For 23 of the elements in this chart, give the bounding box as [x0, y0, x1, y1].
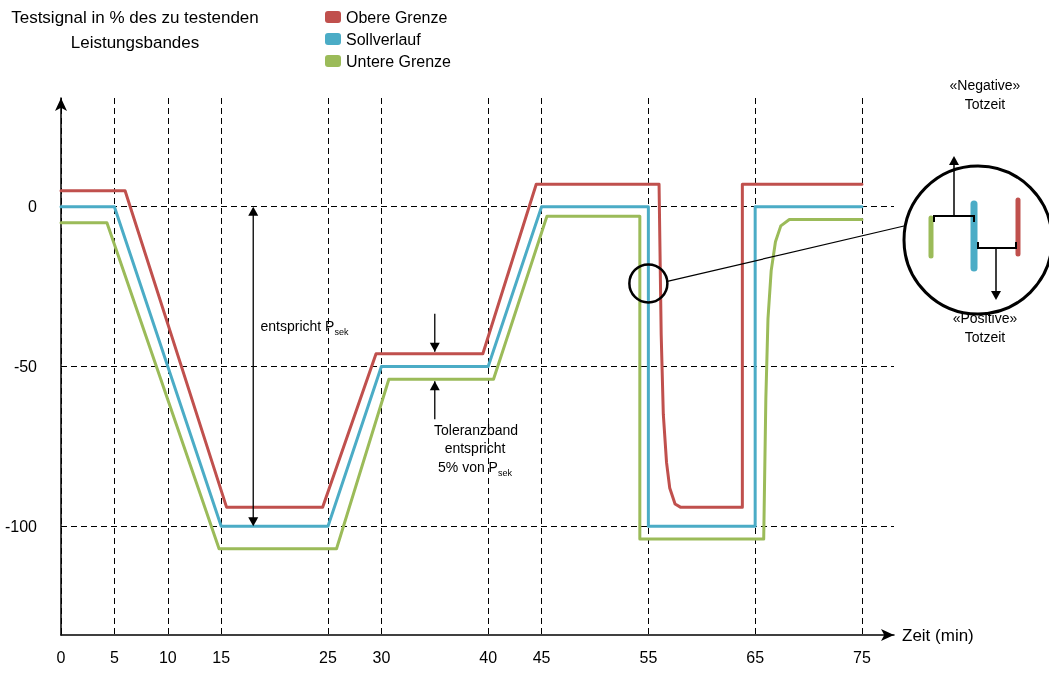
annotation: entspricht P$_{sek}$ [260, 316, 350, 338]
x-tick-label: 10 [158, 648, 177, 666]
y-tick-label: -50 [13, 358, 38, 375]
x-tick-label: 65 [746, 648, 765, 666]
legend-label: Obere Grenze [346, 8, 448, 26]
x-tick-label: 15 [212, 648, 231, 666]
annotation: Toleranzband entspricht 5% von P$_{sek}$ [434, 420, 519, 480]
legend-label: Untere Grenze [346, 52, 452, 70]
x-tick-label: 30 [372, 648, 391, 666]
text: «Negative» Totzeit [948, 76, 1022, 114]
y-tick-label: -100 [4, 517, 38, 535]
text: «Positive» Totzeit [951, 309, 1019, 347]
x-tick-label: 75 [853, 648, 871, 666]
x-tick-label: 25 [319, 648, 337, 666]
legend-label: Sollverlauf [346, 30, 422, 48]
x-axis-title: Zeit (min) [902, 625, 974, 645]
y-axis-title: Testsignal in % des zu testenden Leistungsbandes [10, 7, 260, 54]
x-tick-label: 40 [479, 648, 498, 666]
y-tick-label: 0 [28, 198, 38, 216]
x-tick-label: 55 [639, 648, 658, 666]
x-tick-label: 0 [56, 648, 66, 666]
x-tick-label: 5 [109, 648, 119, 666]
x-tick-label: 45 [532, 648, 551, 666]
